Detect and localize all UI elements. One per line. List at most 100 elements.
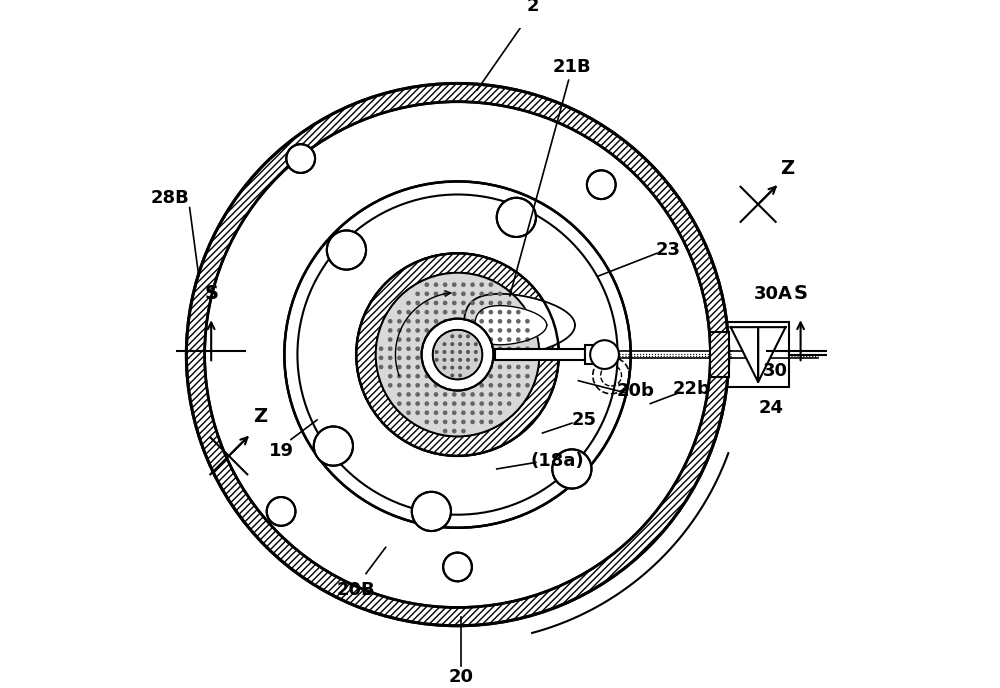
Circle shape: [498, 356, 502, 360]
Circle shape: [462, 420, 465, 424]
Circle shape: [489, 402, 492, 405]
Circle shape: [489, 420, 492, 424]
Circle shape: [425, 301, 428, 305]
Circle shape: [407, 393, 410, 396]
Circle shape: [517, 310, 520, 314]
Circle shape: [453, 329, 456, 332]
Circle shape: [435, 351, 438, 354]
Circle shape: [517, 347, 520, 350]
Circle shape: [425, 347, 428, 350]
Circle shape: [498, 411, 502, 414]
Circle shape: [475, 351, 477, 354]
Circle shape: [489, 347, 492, 350]
Circle shape: [434, 320, 438, 323]
Circle shape: [398, 384, 401, 387]
Circle shape: [398, 365, 401, 369]
Circle shape: [407, 402, 410, 405]
Circle shape: [462, 310, 465, 314]
Text: 25: 25: [571, 411, 596, 429]
Circle shape: [489, 310, 492, 314]
Circle shape: [480, 393, 483, 396]
Circle shape: [480, 320, 483, 323]
Circle shape: [435, 358, 438, 361]
Circle shape: [416, 402, 419, 405]
Circle shape: [416, 347, 419, 350]
Text: Z: Z: [253, 407, 267, 426]
Circle shape: [471, 329, 474, 332]
Circle shape: [453, 283, 456, 286]
Circle shape: [467, 343, 469, 345]
Circle shape: [443, 283, 447, 286]
Circle shape: [407, 374, 410, 378]
Circle shape: [434, 301, 438, 305]
Circle shape: [422, 319, 493, 391]
Circle shape: [407, 329, 410, 332]
Circle shape: [480, 301, 483, 305]
Circle shape: [425, 402, 428, 405]
Circle shape: [416, 320, 419, 323]
Circle shape: [480, 420, 483, 424]
Circle shape: [459, 335, 461, 338]
Circle shape: [453, 402, 456, 405]
Circle shape: [416, 301, 419, 305]
Circle shape: [498, 393, 502, 396]
Circle shape: [425, 393, 428, 396]
Circle shape: [489, 393, 492, 396]
Circle shape: [451, 335, 454, 338]
Circle shape: [462, 301, 465, 305]
Circle shape: [508, 301, 511, 305]
Circle shape: [462, 402, 465, 405]
Circle shape: [508, 374, 511, 378]
Circle shape: [453, 384, 456, 387]
Circle shape: [453, 393, 456, 396]
Circle shape: [425, 420, 428, 424]
Circle shape: [434, 420, 438, 424]
Circle shape: [517, 365, 520, 369]
Circle shape: [459, 366, 461, 369]
Circle shape: [398, 320, 401, 323]
Circle shape: [471, 411, 474, 414]
Circle shape: [443, 351, 446, 354]
Circle shape: [425, 384, 428, 387]
Bar: [585, 345, 599, 365]
Circle shape: [508, 310, 511, 314]
Text: 24: 24: [759, 399, 784, 417]
Circle shape: [425, 283, 428, 286]
Circle shape: [379, 347, 383, 350]
Bar: [495, 349, 585, 360]
Circle shape: [451, 374, 454, 377]
Circle shape: [480, 356, 483, 360]
Circle shape: [587, 171, 616, 199]
Circle shape: [467, 335, 469, 338]
Circle shape: [498, 384, 502, 387]
Circle shape: [443, 374, 447, 378]
Circle shape: [434, 347, 438, 350]
Text: 30: 30: [763, 362, 788, 380]
Circle shape: [453, 429, 456, 433]
Circle shape: [416, 411, 419, 414]
Circle shape: [489, 329, 492, 332]
Circle shape: [434, 310, 438, 314]
Circle shape: [443, 411, 447, 414]
Circle shape: [434, 292, 438, 295]
Circle shape: [286, 144, 315, 173]
Circle shape: [416, 365, 419, 369]
Text: 2: 2: [526, 0, 539, 15]
Text: 19: 19: [269, 442, 294, 460]
Circle shape: [480, 292, 483, 295]
Circle shape: [443, 366, 446, 369]
Circle shape: [508, 338, 511, 341]
Circle shape: [398, 402, 401, 405]
Circle shape: [517, 374, 520, 378]
Circle shape: [471, 301, 474, 305]
Circle shape: [552, 449, 591, 488]
Circle shape: [508, 347, 511, 350]
Circle shape: [467, 366, 469, 369]
Circle shape: [407, 365, 410, 369]
Circle shape: [517, 356, 520, 360]
Circle shape: [443, 384, 447, 387]
Circle shape: [389, 384, 392, 387]
Circle shape: [467, 358, 469, 361]
Circle shape: [462, 320, 465, 323]
Circle shape: [327, 230, 366, 270]
